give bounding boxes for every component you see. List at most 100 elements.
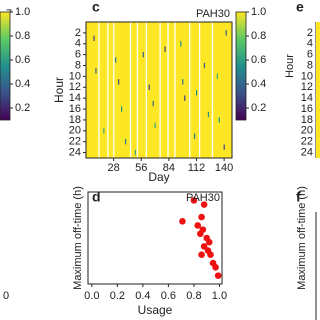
heatmap-cell	[225, 30, 227, 36]
plot-frame	[85, 21, 233, 159]
x-tick-label: 0.6	[161, 290, 176, 302]
plot-frame	[87, 191, 223, 285]
missing-day	[159, 22, 161, 158]
y-tick-label: 24	[69, 146, 81, 158]
colorbar-tick-label: 1.0	[15, 6, 30, 18]
y-tick-label: 14	[301, 92, 313, 104]
y-tick-label: 4	[307, 38, 313, 50]
x-tick-label: 84	[163, 162, 175, 174]
heatmap-cell	[154, 122, 156, 129]
colorbar	[235, 11, 247, 121]
heatmap-cell	[148, 84, 150, 90]
colorbar-tick-label: 0.4	[251, 78, 266, 90]
heatmap-cell	[207, 111, 210, 118]
point	[212, 263, 219, 271]
y-tick-label: 22	[69, 136, 81, 148]
colorbar	[0, 11, 11, 121]
missing-day	[113, 22, 115, 158]
y-tick-label: 12	[301, 81, 313, 93]
panel-title: PAH30	[196, 8, 230, 20]
missing-day	[129, 22, 132, 158]
heatmap-cell	[216, 73, 218, 80]
y-tick-label: 20	[301, 125, 313, 137]
heatmap-cell	[223, 144, 225, 150]
plot-fragment	[316, 22, 320, 158]
point	[179, 217, 186, 225]
x-tick-label: 56	[135, 162, 147, 174]
colorbar-tick-label: 0.8	[15, 30, 30, 42]
y-tick-label: 10	[69, 70, 81, 82]
heatmap-cell	[203, 62, 206, 69]
point	[194, 222, 202, 229]
panel-label: e	[296, 0, 304, 15]
heatmap-cell	[182, 79, 184, 85]
colorbar-tick-label: 0.2	[251, 102, 266, 114]
y-tick-label: 24	[301, 146, 313, 158]
point	[200, 243, 208, 250]
x-tick-label: 0.8	[186, 290, 201, 302]
missing-day	[211, 22, 214, 158]
y-tick-label: 12	[69, 81, 81, 93]
missing-day	[98, 22, 100, 158]
y-tick-label: 14	[69, 92, 81, 104]
heatmap-background	[86, 22, 232, 158]
heatmap-cell	[115, 57, 117, 63]
y-tick-label: 16	[301, 103, 313, 115]
heatmap-cell	[152, 100, 154, 107]
point	[199, 226, 207, 233]
x-tick-label: 0.2	[110, 290, 125, 302]
y-tick-label: 2	[307, 27, 313, 39]
y-tick-label: 6	[75, 49, 81, 61]
missing-day	[167, 22, 169, 158]
heatmap-cell	[194, 133, 196, 139]
y-tick-label: 6	[307, 49, 313, 61]
panel-label: d	[92, 189, 101, 205]
colorbar-tick-label: 1.0	[251, 6, 266, 18]
y-tick-label: 16	[69, 103, 81, 115]
colorbar-tick-label: 0.8	[251, 30, 266, 42]
missing-day	[145, 22, 147, 158]
colorbar-tick-label: 0.6	[15, 54, 30, 66]
panel-label: c	[92, 0, 100, 15]
point	[205, 238, 213, 246]
y-tick-label: 10	[301, 70, 313, 82]
y-tick-label: 22	[301, 136, 313, 148]
heatmap-cell	[134, 149, 137, 156]
x-tick-label: 28	[107, 162, 119, 174]
y-tick-label: 20	[69, 125, 81, 137]
x-tick-label: 112	[188, 162, 206, 174]
x-tick-label-fragment: 0	[3, 290, 9, 302]
y-tick-label: 8	[307, 59, 313, 71]
x-axis-label: Usage	[138, 303, 173, 317]
heatmap-cell	[142, 51, 144, 58]
x-tick-label: 0.4	[135, 290, 150, 302]
heatmap-cell	[118, 79, 120, 85]
missing-day	[136, 22, 139, 158]
colorbar-tick-label: 0.4	[15, 78, 30, 90]
heatmap-cell	[124, 138, 127, 145]
x-tick-label: 140	[215, 162, 233, 174]
point	[198, 213, 205, 221]
missing-day	[189, 22, 191, 158]
heatmap-cell	[93, 35, 95, 42]
heatmap-cell	[180, 41, 182, 47]
y-tick-label: 2	[75, 27, 81, 39]
y-axis-label: Maximum off-time (h)	[72, 186, 84, 290]
y-tick-label: 18	[301, 114, 313, 126]
heatmap-cell	[103, 128, 105, 134]
y-tick-label: 18	[69, 114, 81, 126]
missing-day	[198, 22, 201, 158]
point	[190, 197, 198, 204]
x-tick-label: 1.0	[212, 290, 227, 302]
y-axis-label: Hour	[52, 77, 66, 103]
heatmap-cell	[218, 117, 220, 123]
point	[200, 201, 208, 208]
y-tick-label: 4	[75, 38, 81, 50]
heatmap-cell	[195, 90, 198, 96]
point	[214, 272, 222, 279]
heatmap-cell	[121, 106, 123, 112]
heatmap-cell	[164, 46, 166, 52]
point	[198, 251, 205, 259]
colorbar-tick-label: 0.6	[251, 54, 266, 66]
